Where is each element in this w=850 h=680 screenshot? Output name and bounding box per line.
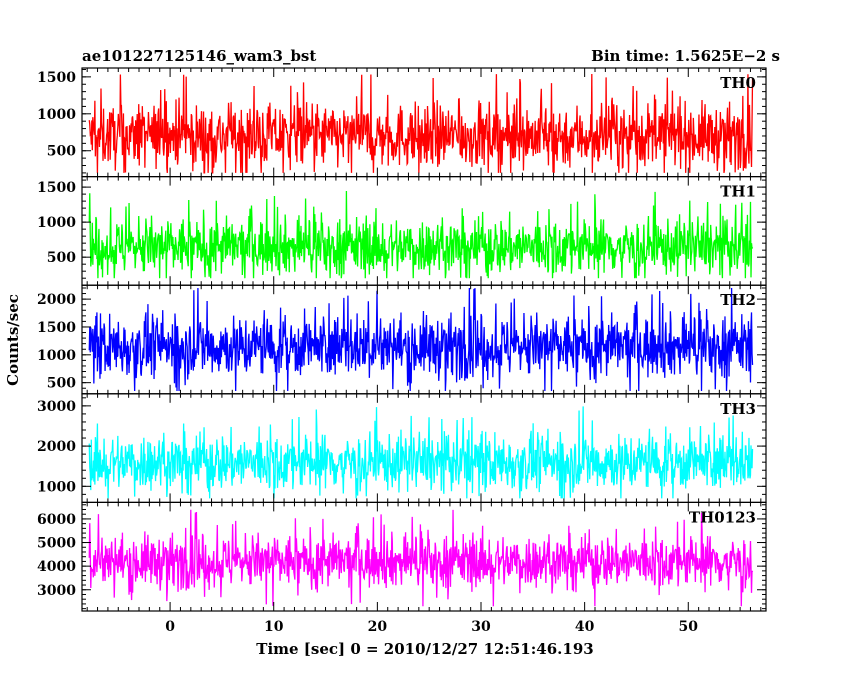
- y-tick-label: 2000: [37, 292, 76, 308]
- x-axis: 0 10 20 30 40 50: [165, 619, 698, 635]
- y-tick-label: 3000: [37, 583, 76, 599]
- y-tick-label: 1000: [37, 107, 76, 123]
- series-line-th0: [88, 73, 754, 174]
- y-tick-label: 1500: [37, 70, 76, 86]
- bin-time-label: Bin time: 1.5625E−2 s: [591, 47, 780, 65]
- panels-group: 500 1000 1500 TH0 500 1000 1500 TH1 500 1000 1500 2…: [37, 67, 767, 612]
- chart-title: ae101227125146_wam3_bst: [82, 47, 316, 65]
- x-axis-label: Time [sec] 0 = 2010/12/27 12:51:46.193: [256, 640, 593, 658]
- y-axis-label: Counts/sec: [4, 294, 22, 386]
- panel-th0: 500 1000 1500 TH0: [37, 67, 767, 178]
- y-tick-label: 3000: [37, 399, 76, 415]
- series-line-th1: [88, 191, 754, 279]
- x-tick-label: 40: [575, 619, 595, 635]
- panel-th0123: 3000 4000 5000 6000 TH0123: [37, 501, 767, 612]
- x-tick-label: 50: [679, 619, 699, 635]
- panel-label-th1: TH1: [720, 183, 756, 201]
- y-tick-label: 5000: [37, 536, 76, 552]
- y-tick-label: 4000: [37, 559, 76, 575]
- y-tick-label: 500: [47, 250, 76, 266]
- y-tick-label: 1500: [37, 180, 76, 196]
- y-tick-label: 1000: [37, 479, 76, 495]
- panel-label-th0: TH0: [720, 74, 756, 92]
- y-tick-label: 500: [47, 144, 76, 160]
- y-tick-label: 1500: [37, 320, 76, 336]
- series-line-th0123: [88, 509, 754, 607]
- x-tick-label: 10: [264, 619, 284, 635]
- panel-label-th0123: TH0123: [689, 508, 756, 526]
- series-line-th2: [88, 287, 754, 392]
- y-tick-label: 1000: [37, 348, 76, 364]
- panel-label-th2: TH2: [720, 291, 756, 309]
- y-tick-label: 6000: [37, 512, 76, 528]
- panel-th2: 500 1000 1500 2000 TH2: [37, 284, 767, 395]
- panel-th3: 1000 2000 3000 TH3: [37, 393, 767, 503]
- y-tick-label: 1000: [37, 215, 76, 231]
- x-tick-label: 30: [471, 619, 491, 635]
- y-tick-label: 500: [47, 376, 76, 392]
- y-tick-label: 2000: [37, 439, 76, 455]
- x-tick-label: 20: [368, 619, 388, 635]
- panel-label-th3: TH3: [720, 400, 756, 418]
- series-line-th3: [88, 406, 754, 499]
- panel-th1: 500 1000 1500 TH1: [37, 176, 767, 286]
- x-tick-label: 0: [165, 619, 175, 635]
